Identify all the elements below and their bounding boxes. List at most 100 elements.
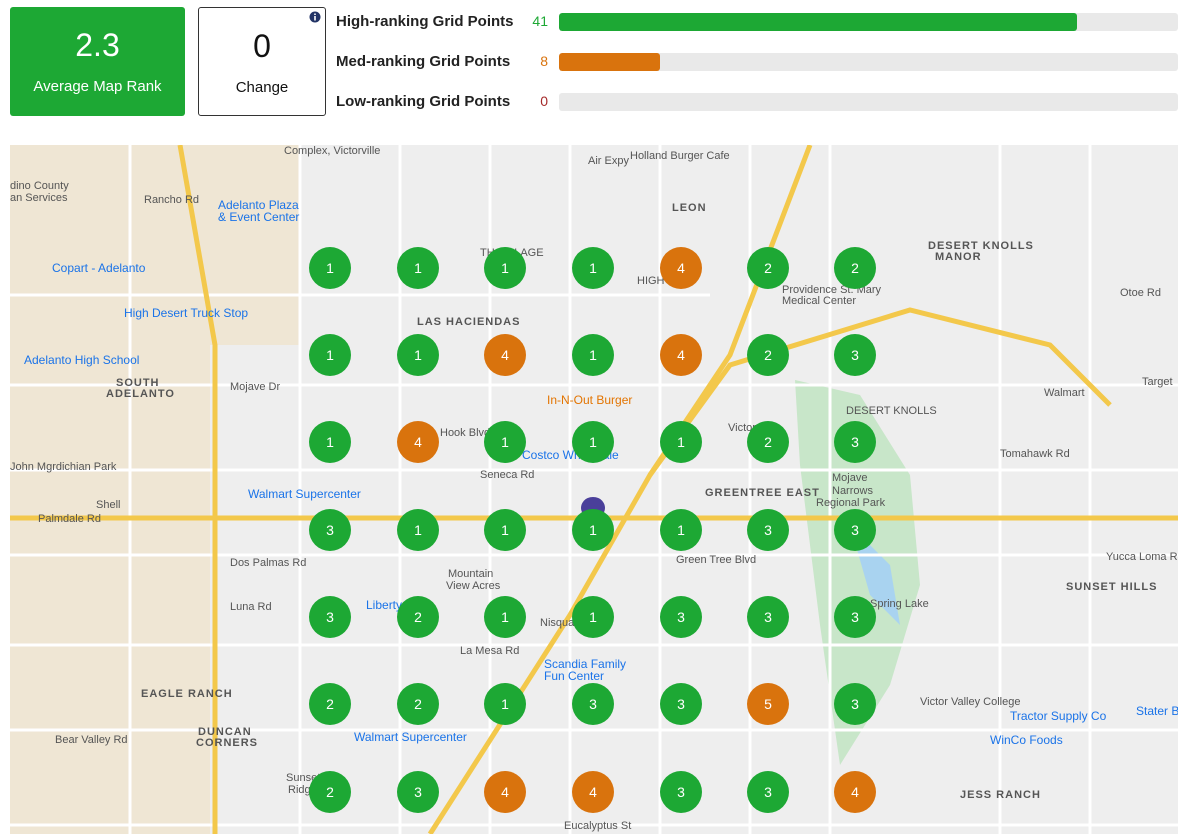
map-label: John Mgrdichian Park <box>10 461 117 473</box>
map-label: Liberty <box>366 598 402 612</box>
map-label: SOUTH <box>116 377 160 389</box>
map-label: DUNCAN <box>198 726 252 738</box>
rank-marker <box>397 421 439 463</box>
rank-marker <box>834 334 876 376</box>
rank-marker <box>572 334 614 376</box>
rank-marker <box>834 771 876 813</box>
map-label: Green Tree Blvd <box>676 554 756 566</box>
rank-value: 1 <box>589 260 597 276</box>
map-label: HIGH <box>637 275 665 287</box>
map-label: Air Expy <box>588 155 629 167</box>
map-label: Tomahawk Rd <box>1000 448 1070 460</box>
bar-row: Low-ranking Grid Points 0 <box>336 91 1178 111</box>
rank-value: 4 <box>501 784 509 800</box>
rank-value: 3 <box>677 609 685 625</box>
map-label: LEON <box>672 202 707 214</box>
rank-value: 1 <box>414 522 422 538</box>
map-label: Stater Bros <box>1136 704 1178 718</box>
rank-marker <box>572 421 614 463</box>
map-label: Hook Blvd <box>440 427 490 439</box>
rank-value: 3 <box>764 609 772 625</box>
change-value: 0 <box>253 28 271 64</box>
bar-track <box>559 93 1178 111</box>
rank-value: 1 <box>589 347 597 363</box>
bar-value: 0 <box>540 93 548 109</box>
map-label: Copart - Adelanto <box>52 261 146 275</box>
map-label: dino County <box>10 180 69 192</box>
map-label: GREENTREE EAST <box>705 487 820 499</box>
bar-track <box>559 53 1178 71</box>
map-label: EAGLE RANCH <box>141 688 233 700</box>
rank-marker <box>397 771 439 813</box>
rank-value: 1 <box>414 260 422 276</box>
change-label: Change <box>235 79 289 96</box>
rank-value: 2 <box>764 434 772 450</box>
rank-value: 3 <box>851 347 859 363</box>
bar-label: High-ranking Grid Points <box>336 13 514 30</box>
map-label: High Desert Truck Stop <box>124 306 248 320</box>
map-label: Adelanto High School <box>24 353 139 367</box>
map-label: an Services <box>10 192 68 204</box>
rank-value: 3 <box>851 609 859 625</box>
rank-value: 4 <box>851 784 859 800</box>
rank-value: 3 <box>414 784 422 800</box>
rank-marker <box>309 683 351 725</box>
bar-row: High-ranking Grid Points 41 <box>336 11 1178 31</box>
rank-value: 3 <box>764 784 772 800</box>
map-label: ADELANTO <box>106 388 175 400</box>
map-label: Complex, Victorville <box>284 145 380 157</box>
rank-marker <box>397 683 439 725</box>
map-label: Palmdale Rd <box>38 513 101 525</box>
rank-marker <box>660 334 702 376</box>
info-icon[interactable] <box>309 11 321 23</box>
rank-value: 1 <box>326 434 334 450</box>
map-label: CORNERS <box>196 737 258 749</box>
map-label: DESERT KNOLLS <box>846 405 937 417</box>
rank-marker <box>484 683 526 725</box>
map-label: Adelanto Plaza <box>218 198 299 212</box>
rank-value: 3 <box>677 696 685 712</box>
rank-value: 2 <box>764 347 772 363</box>
map-label: Spring Lake <box>870 598 929 610</box>
rank-marker <box>834 509 876 551</box>
rank-value: 2 <box>326 696 334 712</box>
rank-value: 4 <box>589 784 597 800</box>
rank-value: 4 <box>414 434 422 450</box>
rank-marker <box>484 247 526 289</box>
rank-value: 3 <box>589 696 597 712</box>
rank-marker <box>572 247 614 289</box>
average-card: 2.3 Average Map Rank <box>10 7 185 116</box>
change-card: 0 Change <box>198 7 326 116</box>
rank-value: 3 <box>851 696 859 712</box>
rank-marker <box>660 421 702 463</box>
rank-marker <box>309 771 351 813</box>
rank-marker <box>309 247 351 289</box>
rank-marker <box>484 596 526 638</box>
map-label: Dos Palmas Rd <box>230 557 306 569</box>
rank-value: 2 <box>414 609 422 625</box>
map-label: View Acres <box>446 580 501 592</box>
map-label: Medical Center <box>782 295 856 307</box>
map-label: Luna Rd <box>230 601 272 613</box>
rank-value: 1 <box>589 609 597 625</box>
rank-marker <box>834 247 876 289</box>
rank-value: 3 <box>326 609 334 625</box>
rank-marker <box>747 334 789 376</box>
rank-marker <box>747 683 789 725</box>
rank-value: 1 <box>589 522 597 538</box>
map-label: Narrows <box>832 485 873 497</box>
rank-marker <box>834 596 876 638</box>
rank-marker <box>747 509 789 551</box>
rank-marker <box>484 421 526 463</box>
rank-marker <box>309 509 351 551</box>
map-label: Target <box>1142 376 1173 388</box>
map-label: Holland Burger Cafe <box>630 150 730 162</box>
map-label: JESS RANCH <box>960 789 1041 801</box>
rank-value: 2 <box>851 260 859 276</box>
map-label: LAS HACIENDAS <box>417 316 520 328</box>
rank-value: 1 <box>501 696 509 712</box>
rank-marker <box>834 683 876 725</box>
rank-marker <box>660 771 702 813</box>
map-label: Seneca Rd <box>480 469 534 481</box>
